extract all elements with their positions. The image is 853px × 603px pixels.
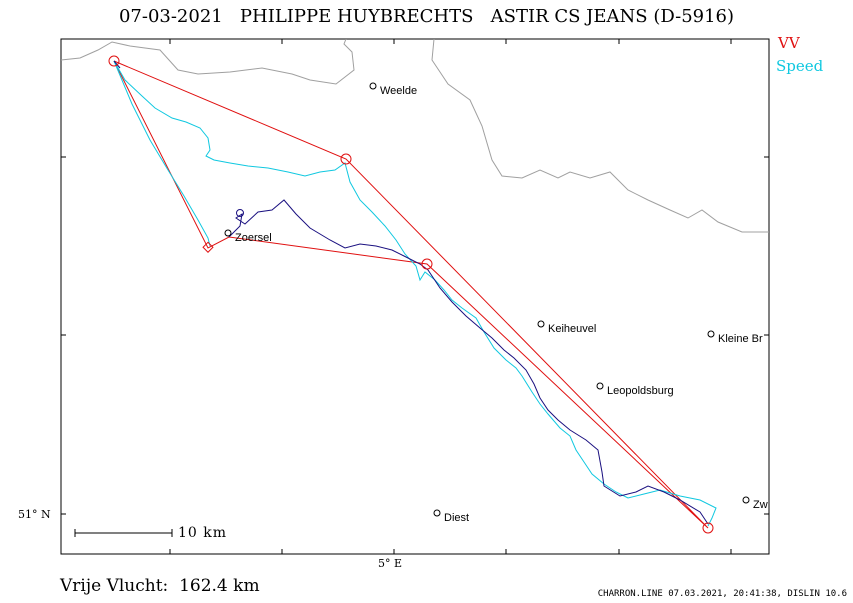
legend-speed: Speed <box>776 57 824 75</box>
towns: Weelde Zoersel Keiheuvel Kleine Br Leopo… <box>224 82 768 524</box>
town-weelde: Weelde <box>380 85 417 97</box>
national-border <box>61 39 355 85</box>
town-zw: Zw <box>753 499 768 511</box>
town-kleine-br: Kleine Br <box>718 333 763 345</box>
legend-vv: VV <box>778 34 800 52</box>
town-diest: Diest <box>444 512 469 524</box>
scale-label: 10 km <box>178 525 228 541</box>
footer-credit: CHARRON.LINE 07.03.2021, 20:41:38, DISLI… <box>597 589 847 599</box>
task-route <box>113 60 709 529</box>
flight-date: 07-03-2021 <box>118 6 223 27</box>
scale-bar <box>74 529 173 537</box>
turnpoint-finish <box>202 241 214 253</box>
turnpoint-2 <box>702 522 714 534</box>
pilot-name: PHILIPPE HUYBRECHTS <box>239 6 474 27</box>
turnpoint-3 <box>421 258 433 270</box>
flight-title: 07-03-2021 PHILIPPE HUYBRECHTS ASTIR CS … <box>0 6 853 27</box>
track-marker <box>236 209 244 217</box>
national-border-east <box>431 39 769 233</box>
vario-track <box>228 199 709 525</box>
turnpoints <box>108 55 714 534</box>
longitude-label: 5° E <box>378 557 403 570</box>
town-keiheuvel: Keiheuvel <box>548 323 596 335</box>
flight-distance: Vrije Vlucht: 162.4 km <box>60 576 260 596</box>
latitude-label: 51° N <box>18 508 51 521</box>
map-frame <box>60 38 770 555</box>
speed-track <box>113 60 717 527</box>
speed-track-outbound <box>113 60 211 247</box>
town-zoersel: Zoersel <box>235 232 272 244</box>
axis-ticks <box>61 39 769 554</box>
turnpoint-1 <box>340 153 352 165</box>
glider-name: ASTIR CS JEANS (D-5916) <box>490 6 735 27</box>
turnpoint-start <box>108 55 120 67</box>
town-leopoldsburg: Leopoldsburg <box>607 385 674 397</box>
